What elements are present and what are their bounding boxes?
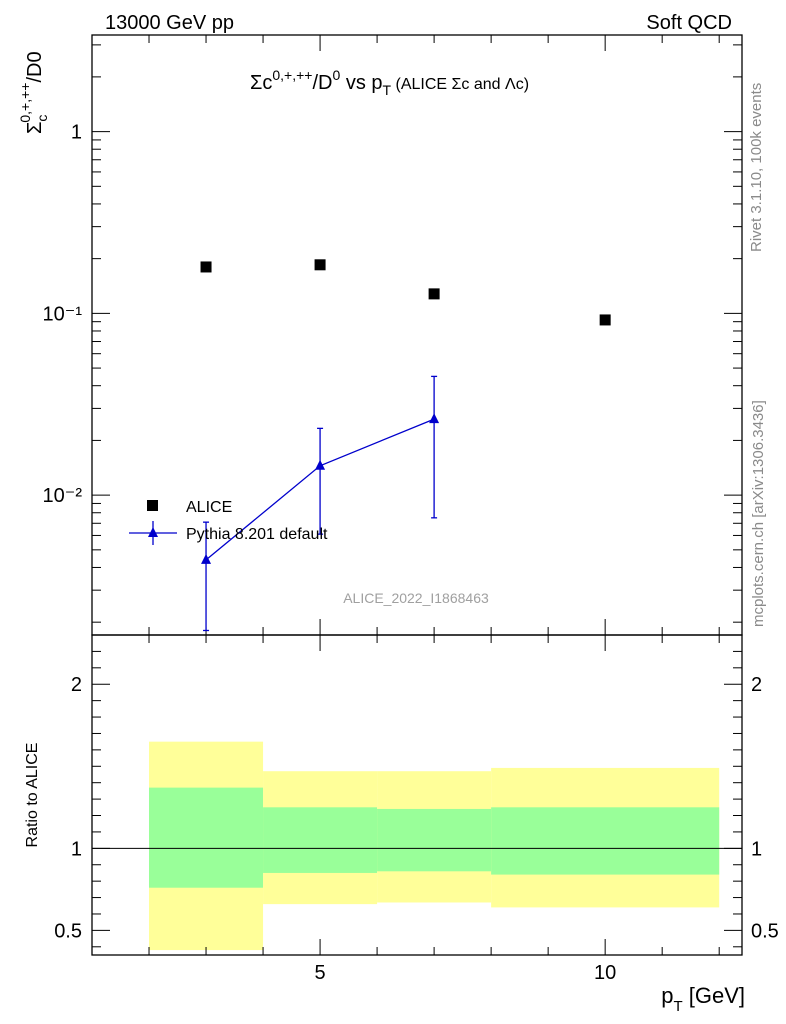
legend: ALICE Pythia 8.201 default <box>129 499 328 545</box>
pythia-point <box>429 413 440 424</box>
ratio-inner-band <box>491 807 720 875</box>
legend-alice-marker <box>147 500 158 511</box>
main-plot-frame <box>91 34 743 636</box>
legend-pythia-marker <box>148 527 158 537</box>
y-tick-label: 10⁻² <box>43 485 83 507</box>
ratio-y-tick-label-right: 2 <box>751 674 762 696</box>
main-title: Σc0,+,++/D0 vs pT (ALICE Σc and Λc) <box>250 67 529 98</box>
ratio-y-tick-label: 0.5 <box>54 920 82 942</box>
ratio-y-tick-label: 2 <box>71 674 82 696</box>
ratio-y-tick-label-right: 1 <box>751 838 762 860</box>
alice-point <box>200 261 212 273</box>
ratio-plot-frame <box>91 634 743 956</box>
header-left: 13000 GeV pp <box>105 12 234 34</box>
ratio-inner-band <box>149 787 264 888</box>
rivet-info: Rivet 3.1.10, 100k events <box>748 83 765 252</box>
ratio-y-tick-label: 1 <box>71 838 82 860</box>
legend-alice-label: ALICE <box>186 499 232 516</box>
x-tick-label: 10 <box>594 962 616 984</box>
alice-point <box>428 288 440 300</box>
pythia-point <box>201 553 212 564</box>
mcplots-info: mcplots.cern.ch [arXiv:1306.3436] <box>750 400 767 627</box>
ratio-inner-band <box>377 808 492 872</box>
x-tick-label: 5 <box>315 962 326 984</box>
ratio-y-label: Ratio to ALICE <box>24 743 41 848</box>
y-tick-label: 1 <box>71 122 82 144</box>
ratio-inner-band <box>263 807 378 873</box>
main-y-label: Σc0,+,++/D0 <box>17 51 50 134</box>
ratio-y-tick-label-right: 0.5 <box>751 920 779 942</box>
ratio-bands <box>149 741 720 951</box>
y-tick-label: 10⁻¹ <box>43 303 83 325</box>
legend-pythia-label: Pythia 8.201 default <box>186 526 328 543</box>
analysis-watermark: ALICE_2022_I1868463 <box>343 590 489 606</box>
alice-point <box>314 259 326 271</box>
data-series <box>200 259 611 632</box>
header-right: Soft QCD <box>646 12 732 34</box>
x-axis-label: pT [GeV] <box>661 983 745 1015</box>
pythia-point <box>315 459 326 470</box>
alice-point <box>599 314 611 326</box>
